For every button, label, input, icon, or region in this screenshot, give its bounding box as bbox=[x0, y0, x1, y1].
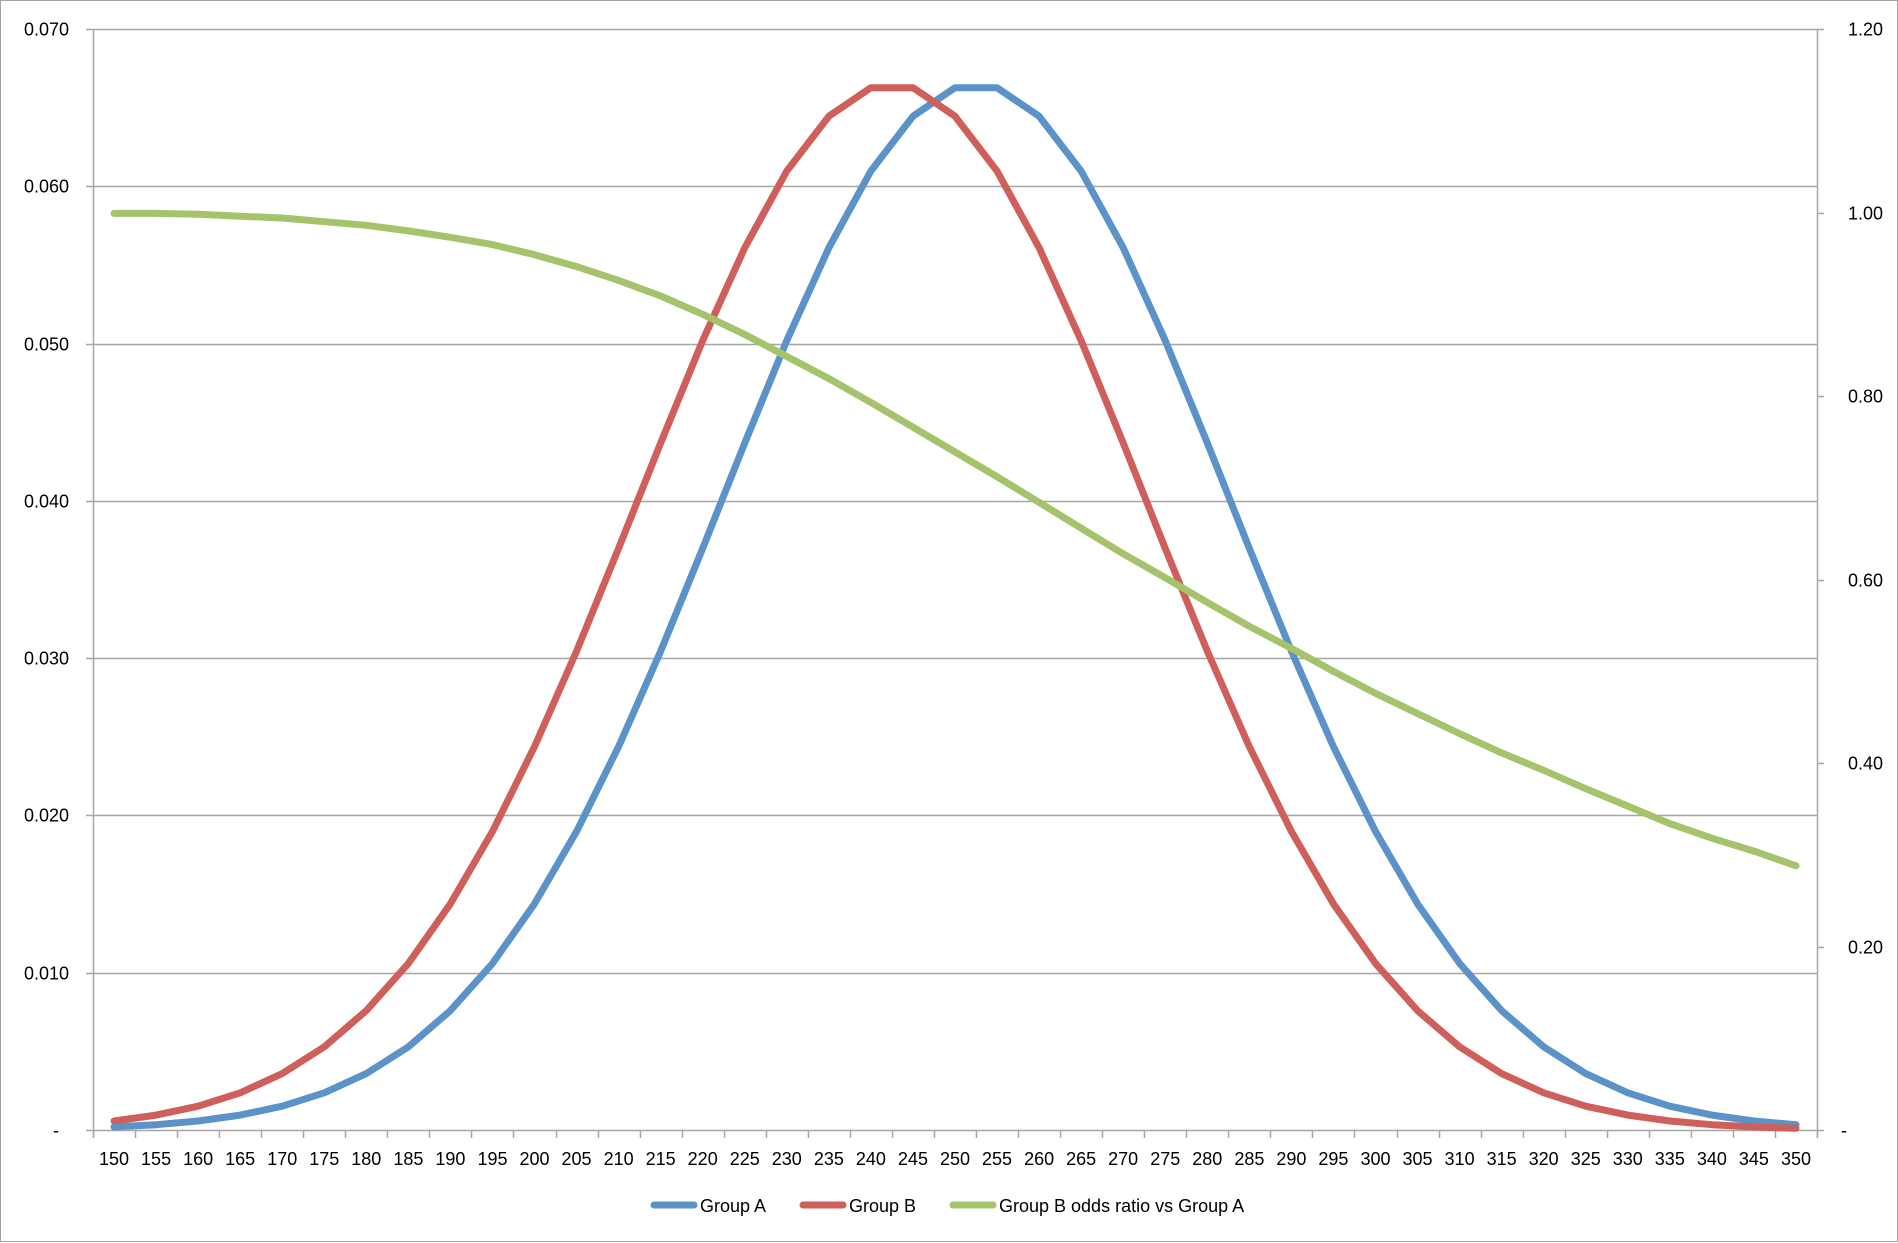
left-axis-tick-label: 0.040 bbox=[24, 492, 69, 512]
x-axis-tick-label: 160 bbox=[183, 1149, 213, 1169]
x-axis-tick-label: 180 bbox=[351, 1149, 381, 1169]
legend-item: Group B odds ratio vs Group A bbox=[949, 1196, 1244, 1216]
x-axis-tick-label: 320 bbox=[1529, 1149, 1559, 1169]
x-axis-tick-label: 230 bbox=[772, 1149, 802, 1169]
x-axis-tick-label: 300 bbox=[1360, 1149, 1390, 1169]
left-axis-tick-label: - bbox=[53, 1121, 59, 1141]
right-axis-tick-label: 1.00 bbox=[1848, 204, 1883, 224]
x-axis-tick-label: 190 bbox=[435, 1149, 465, 1169]
legend-label: Group A bbox=[700, 1196, 766, 1216]
left-axis-tick-label: 0.050 bbox=[24, 335, 69, 355]
series-line-group-b bbox=[110, 84, 1800, 1132]
x-axis-tick-label: 285 bbox=[1234, 1149, 1264, 1169]
legend-item: Group A bbox=[650, 1196, 766, 1216]
x-axis-tick-label: 275 bbox=[1150, 1149, 1180, 1169]
x-axis-tick-label: 295 bbox=[1318, 1149, 1348, 1169]
left-axis-tick-label: 0.070 bbox=[24, 20, 69, 40]
left-axis-tick-label: 0.030 bbox=[24, 649, 69, 669]
x-axis-tick-label: 185 bbox=[393, 1149, 423, 1169]
series-line-group-a bbox=[110, 84, 1800, 1131]
x-axis-tick-label: 245 bbox=[898, 1149, 928, 1169]
right-axis-tick-label: 1.20 bbox=[1848, 20, 1883, 40]
legend: Group A Group B Group B odds ratio vs Grou… bbox=[650, 1196, 1244, 1216]
x-axis-tick-label: 280 bbox=[1192, 1149, 1222, 1169]
right-axis-tick-label: 0.40 bbox=[1848, 754, 1883, 774]
legend-label: Group B bbox=[849, 1196, 916, 1216]
x-axis-tick-label: 305 bbox=[1403, 1149, 1433, 1169]
x-axis-tick-label: 225 bbox=[730, 1149, 760, 1169]
x-axis-tick-label: 340 bbox=[1697, 1149, 1727, 1169]
x-axis-tick-label: 195 bbox=[477, 1149, 507, 1169]
series-lines bbox=[110, 84, 1800, 1132]
x-axis-tick-label: 255 bbox=[982, 1149, 1012, 1169]
right-axis-tick-label: 0.60 bbox=[1848, 571, 1883, 591]
right-axis-tick-label: 0.20 bbox=[1848, 938, 1883, 958]
x-axis-tick-label: 345 bbox=[1739, 1149, 1769, 1169]
right-axis-tick-label: - bbox=[1841, 1121, 1847, 1141]
x-axis-tick-label: 270 bbox=[1108, 1149, 1138, 1169]
x-axis-tick-label: 210 bbox=[604, 1149, 634, 1169]
legend-item: Group B bbox=[799, 1196, 916, 1216]
left-axis-tick-label: 0.020 bbox=[24, 806, 69, 826]
x-axis-tick-label: 150 bbox=[99, 1149, 129, 1169]
x-axis-tick-label: 215 bbox=[646, 1149, 676, 1169]
x-axis-tick-label: 165 bbox=[225, 1149, 255, 1169]
right-axis-tick-label: 0.80 bbox=[1848, 387, 1883, 407]
axes: - 0.010 0.020 0.030 0.040 0.050 0.060 0.070 - 0.2… bbox=[24, 20, 1883, 1170]
x-axis-tick-label: 330 bbox=[1613, 1149, 1643, 1169]
x-axis-tick-label: 325 bbox=[1571, 1149, 1601, 1169]
x-axis-tick-label: 250 bbox=[940, 1149, 970, 1169]
x-axis-tick-label: 310 bbox=[1445, 1149, 1475, 1169]
x-axis-tick-label: 170 bbox=[267, 1149, 297, 1169]
x-axis-tick-label: 350 bbox=[1781, 1149, 1811, 1169]
x-axis-tick-label: 335 bbox=[1655, 1149, 1685, 1169]
legend-label: Group B odds ratio vs Group A bbox=[999, 1196, 1244, 1216]
x-axis-tick-label: 155 bbox=[141, 1149, 171, 1169]
left-axis-tick-label: 0.010 bbox=[24, 964, 69, 984]
series-line-group-b-odds-ratio-vs-group-a bbox=[110, 209, 1800, 870]
x-axis-tick-label: 290 bbox=[1276, 1149, 1306, 1169]
x-axis-tick-label: 315 bbox=[1487, 1149, 1517, 1169]
left-axis-tick-label: 0.060 bbox=[24, 177, 69, 197]
x-axis-tick-label: 260 bbox=[1024, 1149, 1054, 1169]
x-axis-tick-label: 200 bbox=[519, 1149, 549, 1169]
x-axis-tick-label: 265 bbox=[1066, 1149, 1096, 1169]
x-axis-tick-label: 175 bbox=[309, 1149, 339, 1169]
x-axis-tick-label: 240 bbox=[856, 1149, 886, 1169]
x-axis-tick-label: 220 bbox=[688, 1149, 718, 1169]
x-axis-tick-label: 235 bbox=[814, 1149, 844, 1169]
gridlines bbox=[93, 28, 1817, 975]
x-axis-tick-label: 205 bbox=[562, 1149, 592, 1169]
